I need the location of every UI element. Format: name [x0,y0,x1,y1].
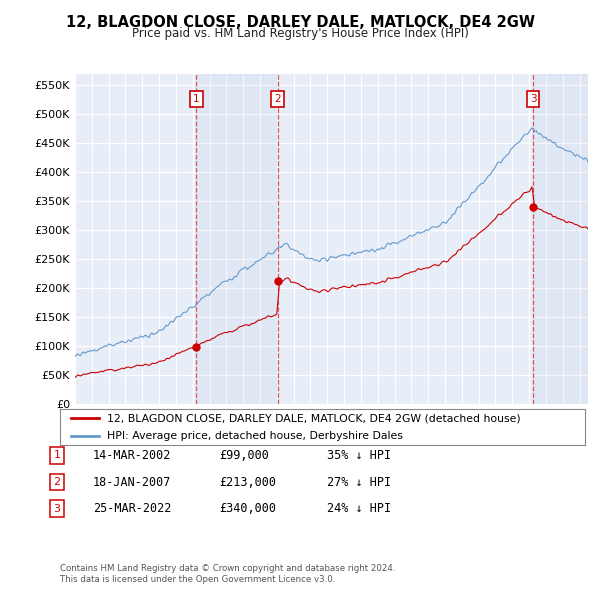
Text: 35% ↓ HPI: 35% ↓ HPI [327,449,391,462]
Text: 3: 3 [530,94,536,104]
Text: 1: 1 [193,94,199,104]
Text: 2: 2 [53,477,61,487]
Text: £340,000: £340,000 [219,502,276,515]
Text: Contains HM Land Registry data © Crown copyright and database right 2024.: Contains HM Land Registry data © Crown c… [60,565,395,573]
Text: 1: 1 [53,451,61,460]
Text: 2: 2 [274,94,281,104]
Text: 12, BLAGDON CLOSE, DARLEY DALE, MATLOCK, DE4 2GW (detached house): 12, BLAGDON CLOSE, DARLEY DALE, MATLOCK,… [107,414,521,424]
Bar [533,74,588,404]
Text: 12, BLAGDON CLOSE, DARLEY DALE, MATLOCK, DE4 2GW: 12, BLAGDON CLOSE, DARLEY DALE, MATLOCK,… [65,15,535,30]
Text: £99,000: £99,000 [219,449,269,462]
Text: Price paid vs. HM Land Registry's House Price Index (HPI): Price paid vs. HM Land Registry's House … [131,27,469,40]
Text: 24% ↓ HPI: 24% ↓ HPI [327,502,391,515]
Text: £213,000: £213,000 [219,476,276,489]
Text: 3: 3 [53,504,61,513]
Bar [196,74,278,404]
Text: 27% ↓ HPI: 27% ↓ HPI [327,476,391,489]
Text: HPI: Average price, detached house, Derbyshire Dales: HPI: Average price, detached house, Derb… [107,431,403,441]
Text: 18-JAN-2007: 18-JAN-2007 [93,476,172,489]
Text: This data is licensed under the Open Government Licence v3.0.: This data is licensed under the Open Gov… [60,575,335,584]
Text: 25-MAR-2022: 25-MAR-2022 [93,502,172,515]
Text: 14-MAR-2002: 14-MAR-2002 [93,449,172,462]
